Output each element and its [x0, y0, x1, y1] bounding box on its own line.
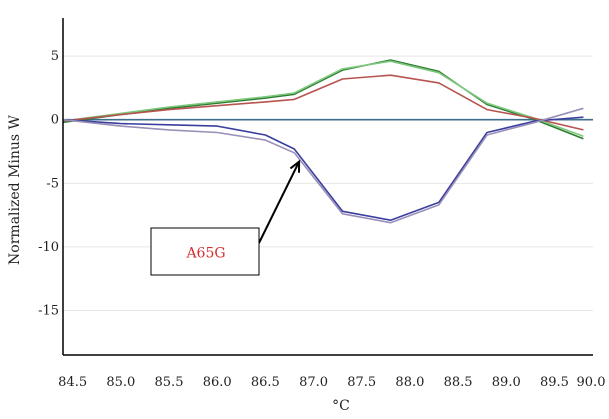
y-tick-label: -5 [46, 176, 59, 191]
y-tick-label: 5 [51, 49, 59, 64]
x-tick-labels: 84.5 85.0 85.5 86.0 86.5 87.0 87.5 88.0 88.5 89.0… [58, 375, 605, 390]
x-tick-label: 87.5 [347, 375, 376, 390]
y-tick-labels: 5 0 -5 -10 -15 [38, 49, 59, 318]
annotation-label: A65G [185, 246, 225, 262]
y-tick-label: -10 [38, 240, 59, 255]
grid-lines [63, 55, 593, 311]
annotation-arrowhead [289, 159, 301, 173]
x-tick-label: 86.0 [203, 375, 232, 390]
x-tick-label: 85.0 [106, 375, 135, 390]
annotation-arrow [258, 161, 300, 244]
series-line [62, 74, 584, 131]
series-line [62, 107, 584, 224]
series-line [62, 60, 584, 138]
x-tick-label: 89.5 [540, 375, 569, 390]
annotation-box [150, 227, 260, 276]
x-tick-label: 87.0 [299, 375, 328, 390]
x-tick-label: 90.0 [577, 375, 606, 390]
y-axis-title: Normalized Minus W [7, 114, 23, 265]
series-lines [62, 59, 584, 224]
x-axis-title: °C [332, 398, 350, 414]
series-line [62, 59, 584, 140]
x-tick-label: 84.5 [58, 375, 87, 390]
x-tick-label: 88.0 [395, 375, 424, 390]
x-tick-label: 88.5 [444, 375, 473, 390]
y-tick-label: 0 [51, 113, 59, 128]
x-tick-label: 86.5 [251, 375, 280, 390]
annotation: A65G [150, 159, 301, 276]
series-line [62, 116, 584, 221]
y-tick-label: -15 [38, 303, 59, 318]
x-tick-label: 89.0 [492, 375, 521, 390]
x-tick-label: 85.5 [155, 375, 184, 390]
axes [62, 18, 593, 356]
